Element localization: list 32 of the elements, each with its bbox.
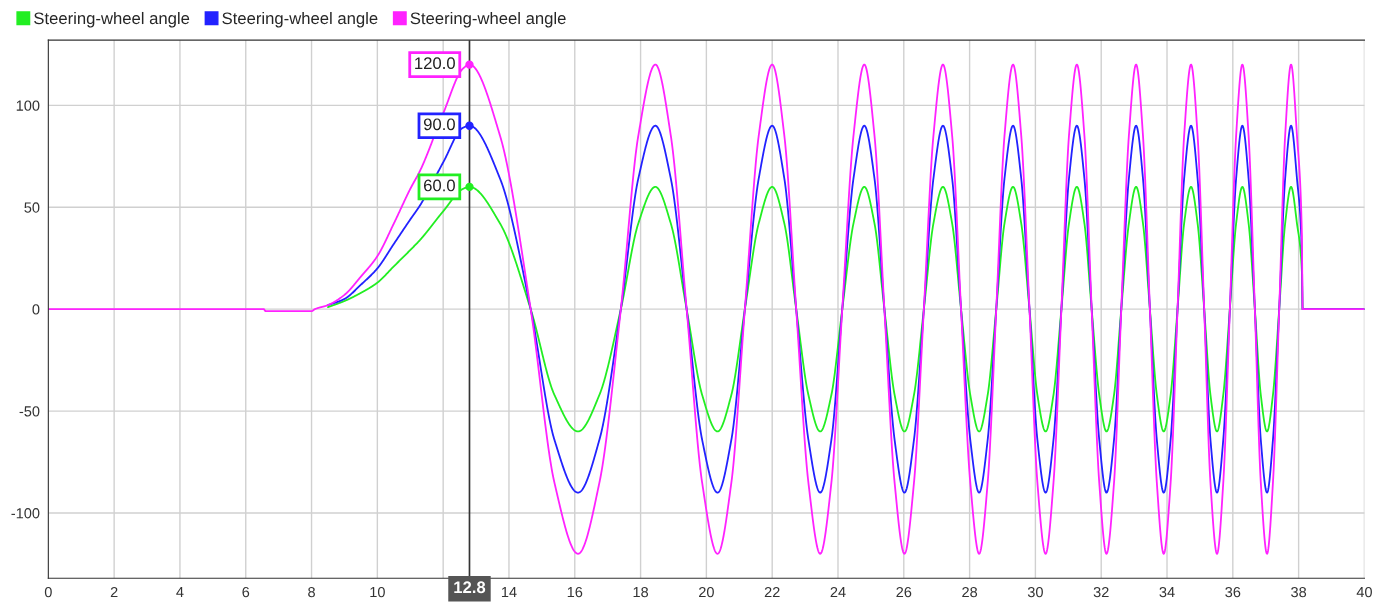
x-tick-label: 28 bbox=[962, 586, 978, 598]
legend-label: Steering-wheel angle bbox=[410, 11, 566, 28]
x-tick-label: 26 bbox=[896, 586, 912, 598]
x-tick-label: 8 bbox=[308, 586, 315, 598]
y-tick-label: -50 bbox=[19, 406, 40, 417]
data-label: 60.0 bbox=[424, 179, 455, 192]
x-tick-label: 6 bbox=[242, 586, 250, 598]
x-tick-label: 14 bbox=[501, 587, 517, 598]
x-tick-label: 10 bbox=[370, 586, 385, 598]
x-tick-label: 24 bbox=[830, 586, 846, 598]
y-tick-label: 100 bbox=[16, 100, 40, 111]
data-label: 120.0 bbox=[415, 57, 455, 70]
x-tick-label: 40 bbox=[1356, 586, 1372, 598]
legend-label: Steering-wheel angle bbox=[34, 11, 190, 28]
x-tick-label: 32 bbox=[1093, 586, 1109, 598]
data-label: 90.0 bbox=[423, 118, 455, 131]
x-tick-label: 38 bbox=[1291, 586, 1307, 598]
legend-label: Steering-wheel angle bbox=[222, 11, 378, 28]
x-tick-label: 34 bbox=[1159, 586, 1175, 598]
x-tick-label: 36 bbox=[1225, 586, 1241, 598]
y-tick-label: 0 bbox=[32, 304, 40, 315]
y-tick-label: -100 bbox=[11, 508, 40, 519]
y-tick-label: 50 bbox=[24, 202, 40, 213]
x-tick-label: 4 bbox=[176, 587, 184, 598]
ref-line-label: 12.8 bbox=[454, 581, 486, 594]
x-tick-label: 2 bbox=[110, 586, 118, 598]
x-tick-label: 0 bbox=[44, 586, 52, 598]
x-tick-label: 22 bbox=[764, 586, 780, 598]
x-tick-label: 30 bbox=[1027, 586, 1043, 598]
x-tick-label: 18 bbox=[633, 586, 649, 598]
x-tick-label: 16 bbox=[567, 586, 583, 598]
x-tick-label: 20 bbox=[699, 586, 714, 598]
